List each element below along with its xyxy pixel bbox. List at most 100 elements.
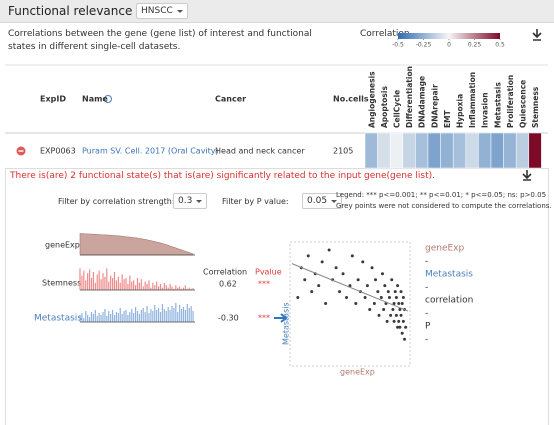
scatter-point	[400, 331, 404, 335]
heatmap-cell	[377, 132, 391, 169]
scatter-point	[403, 337, 407, 341]
scatter-point	[372, 302, 376, 305]
filter-p-label: Filter by P value:	[222, 197, 289, 206]
state-header: Inflammation	[468, 72, 477, 128]
scatter-point	[394, 296, 398, 300]
cancer-select[interactable]: HNSCC	[136, 3, 188, 19]
scatter-point	[320, 260, 324, 264]
filter-corr-select[interactable]: 0.3	[173, 193, 208, 209]
scatter-point	[354, 302, 358, 305]
arrow	[274, 313, 288, 323]
scatter-point	[390, 278, 394, 282]
scatter-info: -	[425, 309, 428, 319]
download-icon[interactable]	[532, 29, 542, 41]
state-header: EMT	[443, 109, 452, 128]
heatmap-cell	[465, 132, 479, 169]
download-icon[interactable]	[522, 170, 532, 181]
scatter-point	[370, 266, 374, 270]
scatter-point	[317, 284, 321, 288]
pvalue: ***	[258, 314, 270, 323]
scatter-point	[398, 307, 402, 311]
description: Correlations between the gene (gene list…	[8, 29, 312, 52]
dataset-link[interactable]: Puram SV. Cell. 2017 (Oral Cavity)	[82, 147, 219, 156]
filter-corr-label: Filter by correlation strength:	[58, 197, 175, 206]
scatter-frame	[289, 241, 411, 367]
scatter-point	[387, 296, 391, 300]
scatter-point	[348, 284, 352, 288]
scatter-point	[386, 290, 390, 294]
scatter-point	[397, 302, 401, 305]
state-header: Hypoxia	[456, 94, 465, 128]
scatter-point	[334, 266, 338, 270]
heatmap-cell	[389, 132, 404, 169]
scatter-point	[385, 319, 389, 323]
scatter-point	[404, 325, 408, 329]
colorbar-tick-label: -0.5	[392, 42, 404, 49]
correlation-value: -0.30	[218, 314, 239, 323]
column-header: No.cells	[333, 95, 369, 104]
track-label: geneExp	[45, 241, 80, 250]
legend-line: Legend: *** p<=0.001; ** p<=0.01; * p<=0…	[336, 191, 547, 199]
scatter-point	[392, 319, 396, 323]
filter-p-select[interactable]: 0.05	[302, 193, 343, 209]
state-header: Stemness	[531, 86, 540, 128]
heatmap-cell	[415, 132, 429, 169]
column-header: Name	[82, 95, 108, 104]
state-header: Proliferation	[506, 75, 515, 128]
info-icon[interactable]	[104, 95, 112, 103]
scatter-point	[345, 296, 349, 300]
heatmap-cell	[503, 132, 517, 169]
scatter-point	[393, 290, 397, 294]
scatter-point	[380, 272, 384, 276]
state-header: Apoptosis	[380, 86, 389, 128]
scatter-point	[306, 254, 310, 258]
scatter-point	[338, 290, 342, 294]
track-label: Metastasis	[34, 314, 82, 324]
scatter-point	[394, 313, 398, 317]
scatter-point	[391, 307, 395, 311]
gene-exp-area	[79, 233, 194, 256]
heatmap-cell	[402, 132, 416, 169]
scatter-point	[399, 290, 403, 294]
heatmap-cell	[515, 132, 530, 169]
scatter-point	[365, 284, 369, 288]
column-header: ExpID	[40, 95, 66, 104]
scatter-point	[363, 296, 367, 300]
heatmap-cell	[427, 132, 441, 169]
scatter-point	[296, 296, 300, 300]
scatter-point	[401, 319, 405, 323]
fit-line	[291, 263, 409, 312]
heatmap-cell	[478, 132, 492, 169]
correlation-header: Correlation	[203, 268, 247, 277]
scatter-point	[327, 248, 331, 252]
detail-panel	[5, 168, 549, 425]
scatter-point	[374, 278, 378, 282]
scatter-point	[383, 284, 387, 288]
scatter-point	[303, 278, 307, 282]
state-header: Metastasis	[493, 82, 502, 128]
column-header: Cancer	[215, 95, 246, 104]
scatter-point	[361, 260, 365, 264]
scatter-point	[398, 325, 402, 329]
scatter-point	[341, 272, 345, 276]
colorbar-tick-label: 0.5	[495, 42, 505, 49]
scatter-info: -	[425, 335, 428, 345]
heatmap-cell	[364, 132, 378, 169]
y-axis-label: Metastasis	[282, 302, 291, 345]
pvalue: ***	[258, 280, 270, 289]
x-axis-label: geneExp	[340, 368, 375, 377]
colorbar-tick-label: 0.25	[468, 42, 482, 49]
scatter-point	[401, 296, 405, 300]
scatter-info: -	[425, 283, 428, 293]
scatter-point	[350, 254, 354, 258]
cell-count: 2105	[333, 147, 353, 156]
state-header: DNArepair	[430, 84, 439, 128]
state-header: DNAdamage	[418, 76, 427, 128]
colorbar-tick-label: -0.25	[416, 42, 432, 49]
state-header: CellCycle	[393, 90, 402, 128]
cancer: Head and neck cancer	[215, 147, 305, 156]
colorbar	[398, 33, 500, 39]
state-header: Quiescence	[519, 80, 528, 128]
scatter-point	[377, 313, 381, 317]
